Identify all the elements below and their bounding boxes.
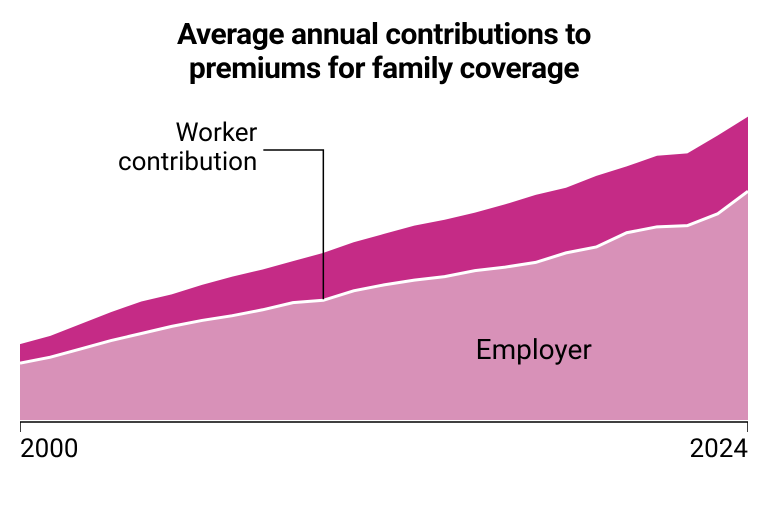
worker-contribution-label: Worker contribution [118, 119, 257, 176]
chart-stage: Average annual contributions to premiums… [0, 0, 768, 513]
x-axis-label-end: 2024 [690, 434, 748, 464]
chart-plot-area: Worker contribution Employer 2000 2024 [20, 100, 748, 460]
chart-title: Average annual contributions to premiums… [0, 18, 768, 85]
chart-title-line1: Average annual contributions to [177, 17, 591, 52]
employer-label-text: Employer [476, 333, 592, 366]
worker-label-line2: contribution [118, 147, 257, 177]
x-axis-label-start: 2000 [20, 434, 78, 464]
chart-title-line2: premiums for family coverage [189, 51, 579, 86]
employer-label: Employer [476, 333, 592, 366]
worker-label-line1: Worker [176, 118, 258, 148]
